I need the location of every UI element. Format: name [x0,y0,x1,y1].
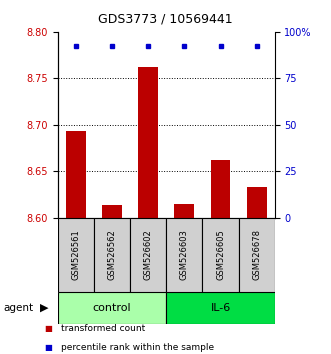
Bar [66,131,86,218]
Bar [166,218,203,292]
Bar [211,160,230,218]
Text: GSM526603: GSM526603 [180,229,189,280]
Text: ■: ■ [45,343,53,352]
Text: GSM526561: GSM526561 [71,229,80,280]
Text: ▶: ▶ [40,303,49,313]
Bar [58,218,94,292]
Bar [239,218,275,292]
Text: GSM526562: GSM526562 [108,229,117,280]
Text: GDS3773 / 10569441: GDS3773 / 10569441 [98,12,233,25]
Text: percentile rank within the sample: percentile rank within the sample [61,343,214,352]
Bar [102,205,122,218]
Text: GSM526678: GSM526678 [252,229,261,280]
Bar [203,218,239,292]
Bar [130,218,166,292]
Text: IL-6: IL-6 [211,303,231,313]
Bar [247,187,266,218]
Bar [174,204,194,218]
Text: GSM526602: GSM526602 [144,229,153,280]
Bar [94,218,130,292]
Text: transformed count: transformed count [61,324,146,333]
Text: control: control [93,303,131,313]
Bar [138,67,158,218]
Text: agent: agent [3,303,33,313]
Bar [58,292,166,324]
Text: ■: ■ [45,324,53,333]
Bar [166,292,275,324]
Text: GSM526605: GSM526605 [216,229,225,280]
